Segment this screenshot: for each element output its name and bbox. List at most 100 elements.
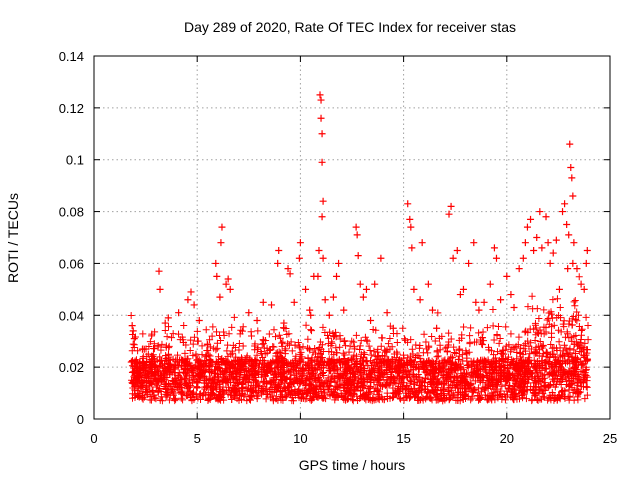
data-point (418, 363, 426, 371)
data-point (469, 369, 477, 377)
data-point (220, 328, 228, 336)
data-point (393, 330, 401, 338)
data-point (222, 280, 230, 288)
data-point (481, 383, 489, 391)
data-point (270, 378, 278, 386)
data-point (199, 391, 207, 399)
data-point (480, 337, 488, 345)
data-point (185, 383, 193, 391)
data-point (554, 357, 562, 365)
data-point (130, 335, 138, 343)
data-point (354, 396, 362, 404)
data-point (547, 362, 555, 370)
data-point (288, 397, 296, 405)
data-point (279, 396, 287, 404)
data-point (342, 391, 350, 399)
data-point (549, 249, 557, 257)
data-point (188, 396, 196, 404)
data-point (496, 376, 504, 384)
data-point (531, 348, 539, 356)
data-point (195, 316, 203, 324)
data-point (172, 395, 180, 403)
data-point (488, 391, 496, 399)
data-point (140, 345, 148, 353)
data-point (296, 239, 304, 247)
data-point (483, 395, 491, 403)
data-point (396, 387, 404, 395)
data-point (265, 330, 273, 338)
data-point (296, 344, 304, 352)
data-point (225, 330, 233, 338)
data-point (320, 394, 328, 402)
data-point (533, 305, 541, 313)
data-point (542, 364, 550, 372)
data-point (450, 349, 458, 357)
data-point (565, 352, 573, 360)
data-point (410, 285, 418, 293)
data-point (367, 351, 375, 359)
data-point (548, 314, 556, 322)
data-point (429, 360, 437, 368)
data-point (311, 388, 319, 396)
data-point (164, 314, 172, 322)
data-point (402, 394, 410, 402)
data-point (220, 331, 228, 339)
data-point (359, 358, 367, 366)
data-point (398, 374, 406, 382)
data-point (235, 376, 243, 384)
data-point (269, 343, 277, 351)
data-point (414, 365, 422, 373)
data-point (173, 358, 181, 366)
data-point (458, 351, 466, 359)
data-point (352, 331, 360, 339)
data-point (378, 393, 386, 401)
data-point (367, 316, 375, 324)
data-point (482, 372, 490, 380)
data-point (216, 391, 224, 399)
data-point (375, 369, 383, 377)
data-point (265, 346, 273, 354)
data-point (401, 335, 409, 343)
y-tick-label: 0.14 (59, 49, 84, 64)
data-point (205, 363, 213, 371)
data-point (503, 358, 511, 366)
data-point (129, 340, 137, 348)
data-point (504, 385, 512, 393)
data-point (544, 239, 552, 247)
data-point (475, 329, 483, 337)
data-point (521, 239, 529, 247)
data-point (521, 328, 529, 336)
data-point (257, 347, 265, 355)
data-point (487, 360, 495, 368)
data-point (352, 362, 360, 370)
data-point (510, 304, 518, 312)
data-point (245, 309, 253, 317)
data-point (472, 298, 480, 306)
data-point (383, 309, 391, 317)
data-point (519, 254, 527, 262)
data-point (497, 387, 505, 395)
data-point (297, 378, 305, 386)
data-point (135, 377, 143, 385)
data-point (350, 351, 358, 359)
data-point (182, 341, 190, 349)
data-point (416, 296, 424, 304)
data-point (377, 254, 385, 262)
data-point (392, 367, 400, 375)
data-point (216, 293, 224, 301)
data-point (569, 192, 577, 200)
data-point (535, 314, 543, 322)
data-point (422, 338, 430, 346)
data-point (371, 384, 379, 392)
data-point (555, 285, 563, 293)
data-point (283, 331, 291, 339)
data-point (348, 368, 356, 376)
data-point (538, 244, 546, 252)
data-point (231, 343, 239, 351)
data-point (432, 396, 440, 404)
data-point (289, 365, 297, 373)
data-point (419, 349, 427, 357)
data-point (449, 254, 457, 262)
data-point (407, 392, 415, 400)
data-point (235, 365, 243, 373)
